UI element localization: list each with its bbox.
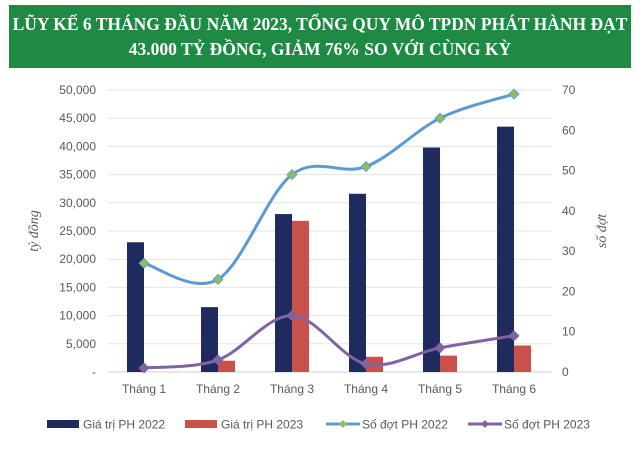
- x-tick-label: Tháng 6: [492, 382, 536, 396]
- y-axis-label: tỷ đồng: [27, 210, 42, 252]
- line-marker: [138, 362, 150, 374]
- line-marker: [286, 310, 298, 322]
- y2-tick-label: 50: [562, 164, 576, 178]
- line-marker: [138, 257, 150, 269]
- legend-swatch: [47, 420, 79, 428]
- line-series: [142, 314, 516, 370]
- line-series: [142, 92, 516, 286]
- chart-title-line-1: LŨY KẾ 6 THÁNG ĐẦU NĂM 2023, TỔNG QUY MÔ…: [12, 13, 628, 34]
- x-tick-label: Tháng 5: [418, 382, 462, 396]
- y2-tick-label: 20: [562, 284, 576, 298]
- bar-giá-trị-ph-2022: [201, 307, 218, 372]
- bar-giá-trị-ph-2023: [440, 355, 457, 372]
- line-marker: [434, 112, 446, 124]
- y-tick-label: 35,000: [59, 168, 96, 182]
- line-marker: [212, 354, 224, 366]
- y-tick-label: 30,000: [59, 196, 96, 210]
- bar-giá-trị-ph-2023: [514, 345, 531, 372]
- bar-giá-trị-ph-2022: [127, 242, 144, 372]
- y-tick-label: 10,000: [59, 309, 96, 323]
- x-tick-label: Tháng 3: [270, 382, 314, 396]
- y-tick-label: 20,000: [59, 252, 96, 266]
- line-marker: [212, 273, 224, 285]
- line-marker: [360, 358, 372, 370]
- y2-tick-label: 10: [562, 325, 576, 339]
- legend-marker: [481, 420, 489, 428]
- x-tick-label: Tháng 1: [122, 382, 166, 396]
- y-tick-label: 45,000: [59, 111, 96, 125]
- y2-tick-label: 40: [562, 204, 576, 218]
- x-tick-label: Tháng 2: [196, 382, 240, 396]
- y-tick-label: 5,000: [66, 337, 96, 351]
- legend-label: Giá trị PH 2022: [83, 418, 165, 432]
- legend-swatch: [185, 420, 217, 428]
- line-marker: [508, 88, 520, 100]
- y-tick-label: 40,000: [59, 139, 96, 153]
- line-marker: [508, 330, 520, 342]
- y2-tick-label: 70: [562, 83, 576, 97]
- legend-label: Giá trị PH 2023: [221, 418, 303, 432]
- legend-label: Số đợt PH 2022: [362, 418, 448, 432]
- y-tick-label: -: [92, 365, 96, 379]
- bar-giá-trị-ph-2022: [349, 193, 366, 372]
- line-marker: [434, 342, 446, 354]
- bar-giá-trị-ph-2022: [497, 126, 514, 372]
- line-marker: [286, 169, 298, 181]
- y-tick-label: 25,000: [59, 224, 96, 238]
- y-tick-label: 15,000: [59, 280, 96, 294]
- y2-tick-label: 0: [562, 365, 569, 379]
- chart-title: LŨY KẾ 6 THÁNG ĐẦU NĂM 2023, TỔNG QUY MÔ…: [9, 5, 631, 68]
- y-tick-label: 50,000: [59, 83, 96, 97]
- x-tick-label: Tháng 4: [344, 382, 388, 396]
- bar-giá-trị-ph-2023: [218, 360, 235, 372]
- bar-giá-trị-ph-2022: [275, 214, 292, 372]
- y2-tick-label: 60: [562, 123, 576, 137]
- chart-title-line-2: 43.000 TỶ ĐỒNG, GIẢM 76% SO VỚI CÙNG KỲ: [128, 38, 512, 59]
- y2-tick-label: 30: [562, 244, 576, 258]
- line-marker: [360, 160, 372, 173]
- bar-giá-trị-ph-2022: [423, 147, 440, 372]
- legend-marker: [339, 420, 347, 428]
- legend-label: Số đợt PH 2023: [504, 418, 590, 432]
- bar-giá-trị-ph-2023: [292, 220, 309, 372]
- y2-axis-label: số đợt: [595, 213, 610, 248]
